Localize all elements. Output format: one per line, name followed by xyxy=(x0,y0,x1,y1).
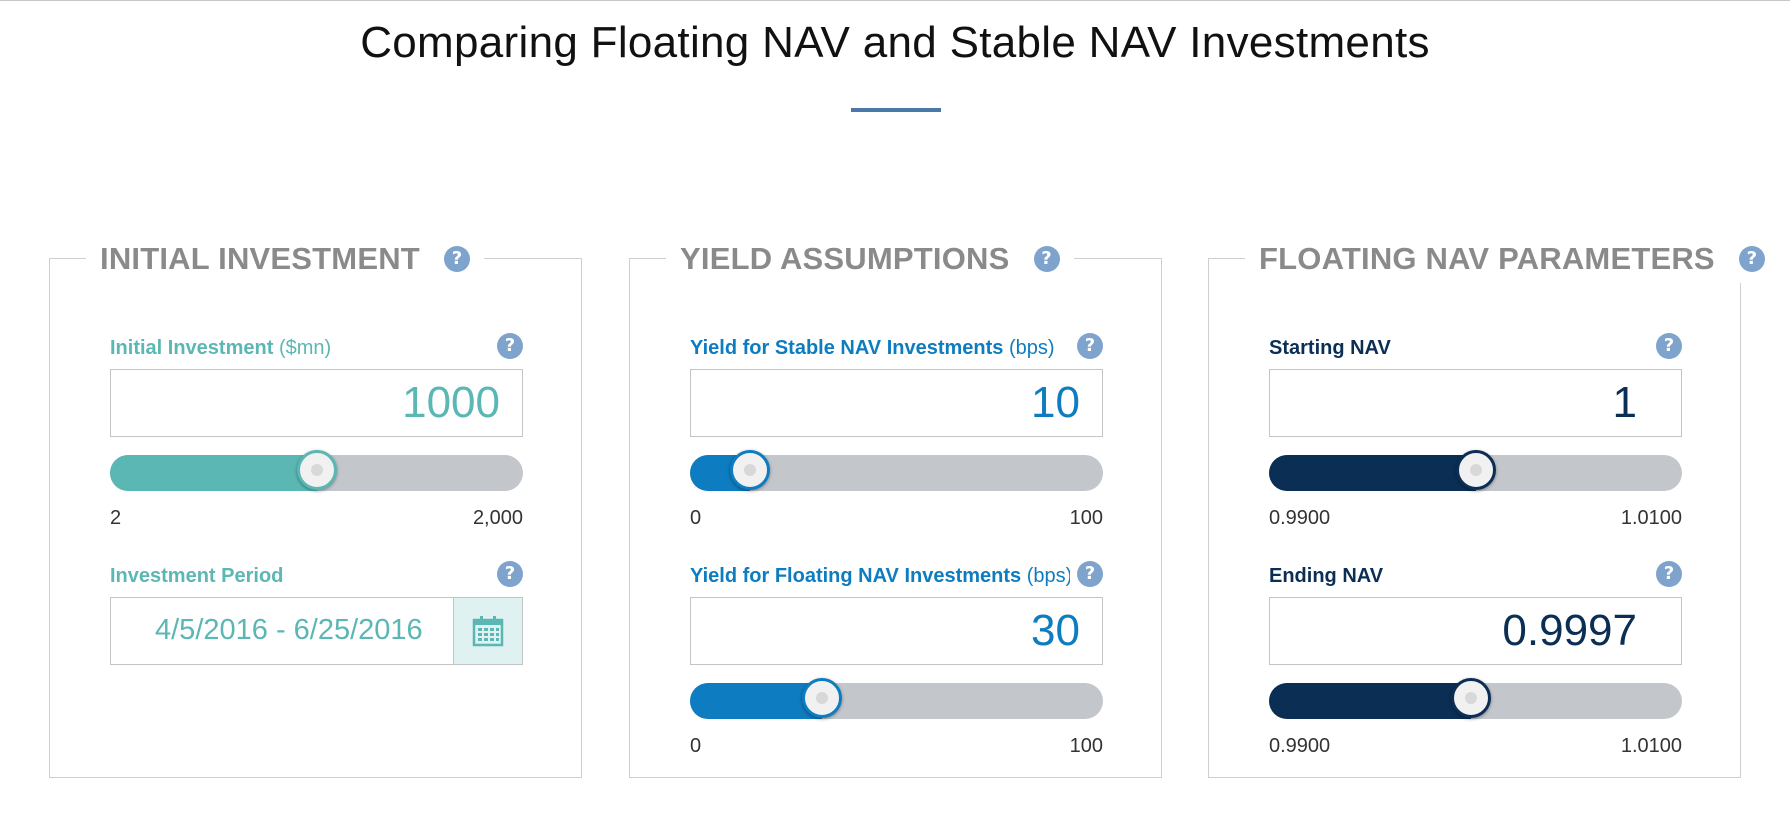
label-unit: (bps) xyxy=(1008,337,1055,359)
input-value: 10 xyxy=(1031,378,1080,427)
help-icon[interactable]: ? xyxy=(497,561,523,587)
panel-title: INITIAL INVESTMENT xyxy=(100,241,420,276)
slider-max-label: 2,000 xyxy=(472,507,523,529)
ending-nav-slider[interactable] xyxy=(1269,678,1682,719)
help-icon[interactable]: ? xyxy=(443,246,470,272)
top-border xyxy=(0,0,1790,1)
floating-yield-input[interactable]: 30 xyxy=(690,597,1103,665)
input-value: 1 xyxy=(1612,378,1637,427)
panel-title: YIELD ASSUMPTIONS xyxy=(680,241,1010,276)
label-text: Yield for Stable NAV Investments xyxy=(690,337,1004,359)
stable-yield-input[interactable]: 10 xyxy=(690,369,1103,437)
slider-fill xyxy=(1269,455,1476,491)
slider-max-label: 1.0100 xyxy=(1620,507,1682,529)
slider-max-label: 1.0100 xyxy=(1620,735,1682,757)
help-icon[interactable]: ? xyxy=(1656,333,1682,359)
help-icon[interactable]: ? xyxy=(1656,561,1682,587)
input-value: 1000 xyxy=(402,378,500,427)
field-label: Ending NAV xyxy=(1269,565,1384,587)
field-label: Yield for Floating NAV Investments (bps) xyxy=(690,565,1070,588)
page-title: Comparing Floating NAV and Stable NAV In… xyxy=(360,18,1430,67)
initial-investment-slider[interactable] xyxy=(110,450,523,491)
yield-assumptions-panel: YIELD ASSUMPTIONS ? Yield for Stable NAV… xyxy=(629,235,1162,778)
help-icon[interactable]: ? xyxy=(497,333,523,359)
slider-max-label: 100 xyxy=(1069,507,1103,529)
label-text: Initial Investment xyxy=(110,337,274,359)
title-underline xyxy=(851,108,941,112)
field-label: Investment Period xyxy=(110,565,284,587)
label-text: Yield for Floating NAV Investments xyxy=(690,565,1022,587)
slider-thumb[interactable] xyxy=(297,450,337,490)
panel-legend: FLOATING NAV PARAMETERS ? xyxy=(1245,235,1779,283)
help-icon[interactable]: ? xyxy=(1033,246,1060,272)
slider-fill xyxy=(110,455,317,491)
investment-period-input[interactable]: 4/5/2016 - 6/25/2016 xyxy=(110,597,523,665)
panel-legend: YIELD ASSUMPTIONS ? xyxy=(666,235,1074,283)
date-range-value: 4/5/2016 - 6/25/2016 xyxy=(155,614,423,646)
slider-max-label: 100 xyxy=(1069,735,1103,757)
floating-yield-slider[interactable] xyxy=(690,678,1103,719)
starting-nav-input[interactable]: 1 xyxy=(1269,369,1682,437)
slider-min-label: 0 xyxy=(690,735,702,757)
help-icon[interactable]: ? xyxy=(1738,246,1765,272)
label-unit: ($mn) xyxy=(278,337,332,359)
panel-legend: INITIAL INVESTMENT ? xyxy=(86,235,484,283)
field-label: Starting NAV xyxy=(1269,337,1391,359)
slider-min-label: 2 xyxy=(110,507,122,529)
slider-thumb[interactable] xyxy=(802,678,842,718)
panel-title: FLOATING NAV PARAMETERS xyxy=(1259,241,1715,276)
slider-min-label: 0.9900 xyxy=(1269,507,1331,529)
slider-min-label: 0.9900 xyxy=(1269,735,1331,757)
slider-fill xyxy=(1269,683,1471,719)
field-label: Yield for Stable NAV Investments (bps) xyxy=(690,337,1055,360)
slider-fill xyxy=(690,683,822,719)
calendar-icon xyxy=(472,616,504,647)
initial-investment-input[interactable]: 1000 xyxy=(110,369,523,437)
starting-nav-slider[interactable] xyxy=(1269,450,1682,491)
initial-investment-panel: INITIAL INVESTMENT ? Initial Investment … xyxy=(49,235,582,778)
floating-nav-panel: FLOATING NAV PARAMETERS ? Starting NAV ?… xyxy=(1208,235,1779,778)
ending-nav-input[interactable]: 0.9997 xyxy=(1269,597,1682,665)
slider-thumb[interactable] xyxy=(730,450,770,490)
label-unit: (bps) xyxy=(1026,565,1070,587)
stable-yield-slider[interactable] xyxy=(690,450,1103,491)
input-value: 30 xyxy=(1031,606,1080,655)
help-icon[interactable]: ? xyxy=(1077,561,1103,587)
input-value: 0.9997 xyxy=(1502,606,1637,655)
field-label: Initial Investment ($mn) xyxy=(110,337,331,360)
calendar-button[interactable] xyxy=(453,597,523,665)
slider-min-label: 0 xyxy=(690,507,702,529)
help-icon[interactable]: ? xyxy=(1077,333,1103,359)
slider-thumb[interactable] xyxy=(1456,450,1496,490)
slider-thumb[interactable] xyxy=(1451,678,1491,718)
